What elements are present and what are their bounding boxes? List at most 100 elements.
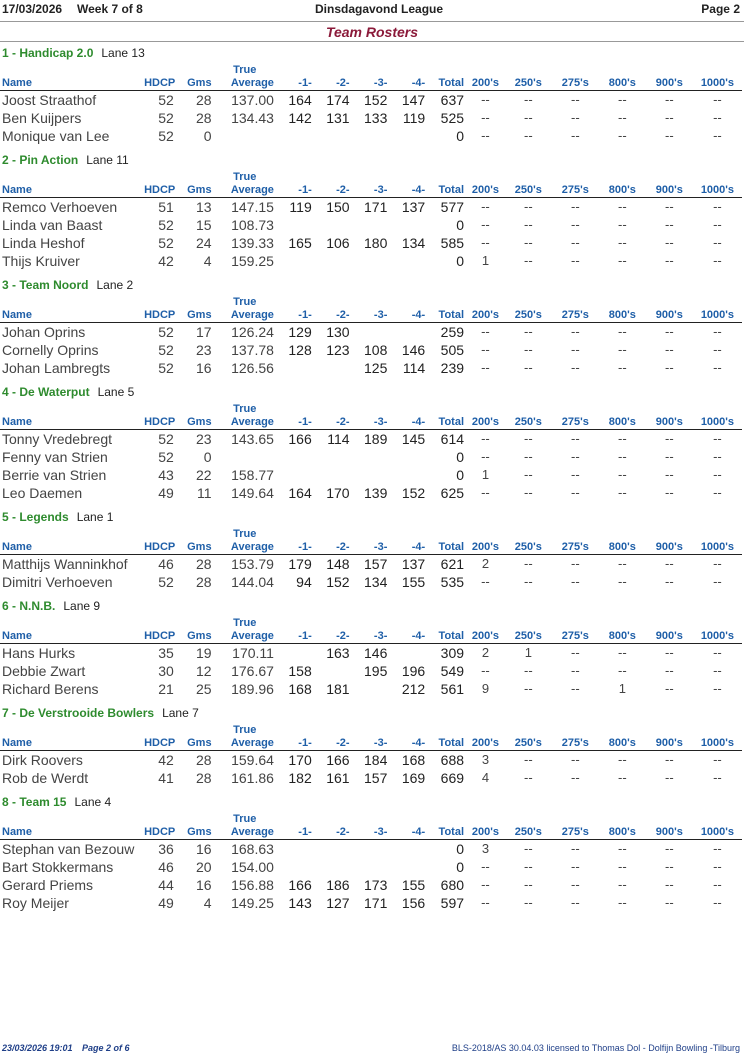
team-lane: Lane 11 [86,153,129,167]
player-hdcp: 41 [158,770,174,786]
player-count-200: -- [481,92,490,107]
col-header-count-900: 900's [645,541,693,555]
player-name: Berrie van Strien [2,467,107,483]
team-lane: Lane 4 [74,795,112,809]
player-row: Dimitri Verhoeven 52 28 144.04 94 152 134 155 53… [0,573,742,591]
col-header-game-1: -1- [275,77,314,91]
player-game-2: 148 [326,556,350,572]
player-game-2: 170 [326,485,350,501]
player-game-4: 146 [401,342,426,358]
team-name: 3 - Team Noord [2,278,89,292]
header-spacer [599,617,646,630]
player-count-1000: -- [713,342,722,357]
header-spacer [0,724,142,737]
player-count-250: -- [524,895,533,910]
player-row: Monique van Lee 52 0 0 -- -- -- -- -- -- [0,127,742,145]
player-count-1000: -- [713,645,722,660]
roster-table: True Name HDCP Gms Average -1- -2- -3- -4- Total 2… [0,64,742,145]
player-game-1: 166 [288,431,312,447]
header-spacer [466,171,505,184]
player-game-1: 164 [288,92,312,108]
player-games: 25 [196,681,212,697]
player-count-1000: -- [713,128,722,143]
col-header-game-3: -3- [351,416,390,430]
player-game-3 [352,680,390,698]
col-header-count-250: 250's [504,309,552,323]
col-header-count-900: 900's [645,826,693,840]
player-name: Johan Lambregts [2,360,111,376]
team-lane: Lane 13 [101,46,145,60]
report-week: Week 7 of 8 [77,2,143,16]
header-spacer [505,617,552,630]
player-games: 24 [196,235,212,251]
player-game-3 [352,323,390,342]
col-header-count-200: 200's [466,630,505,644]
player-count-250: -- [524,574,533,589]
col-header-hdcp: HDCP [142,541,176,555]
col-header-game-2: -2- [313,541,352,555]
player-count-250: -- [524,431,533,446]
col-header-name: Name [0,826,143,840]
header-spacer [0,403,142,416]
player-total: 525 [440,110,465,126]
player-count-200: -- [481,895,490,910]
player-game-2 [314,466,352,484]
player-game-4: 155 [401,877,426,893]
player-count-200: -- [481,431,490,446]
player-game-4: 152 [401,485,426,501]
player-hdcp: 52 [158,431,174,447]
player-row: Tonny Vredebregt 52 23 143.65 166 114 189 145 61… [0,430,742,449]
header-spacer [505,296,552,309]
team-lane: Lane 1 [76,510,114,524]
header-spacer [314,296,352,309]
player-game-4: 119 [402,110,426,126]
player-game-1: 142 [288,110,312,126]
col-header-total: Total [427,77,467,91]
header-spacer [352,813,390,826]
header-spacer [505,64,552,77]
player-count-200: 1 [481,467,490,482]
player-games: 28 [196,556,212,572]
player-name: Tonny Vredebregt [2,431,112,447]
player-count-200: -- [481,217,490,232]
player-games: 28 [196,770,212,786]
player-count-900: -- [665,752,674,767]
header-spacer [552,64,599,77]
column-headers: Name HDCP Gms Average -1- -2- -3- -4- Total 200's… [0,77,742,91]
header-row-top: True [0,813,742,826]
player-count-275: -- [571,324,580,339]
player-count-275: -- [571,253,580,268]
header-spacer [552,617,599,630]
player-count-275: -- [571,770,580,785]
player-row: Gerard Priems 44 16 156.88 166 186 173 155 680 --… [0,876,742,894]
col-header-games: Gms [175,416,214,430]
league-name: Dinsdagavond League [315,2,444,16]
player-row: Richard Berens 21 25 189.96 168 181 212 561 9 -- -… [0,680,742,698]
player-game-1 [276,858,314,876]
player-name: Richard Berens [2,681,99,697]
header-spacer [352,296,390,309]
player-average: 189.96 [231,681,274,697]
header-spacer [176,296,214,309]
col-header-game-4: -4- [389,184,428,198]
player-average [214,448,276,466]
header-row-top: True [0,724,742,737]
header-spacer [0,64,142,77]
player-count-1000: -- [713,663,722,678]
player-hdcp: 52 [158,449,174,465]
player-count-900: -- [665,431,674,446]
header-spacer [0,813,142,826]
player-game-1: 179 [288,556,312,572]
team-lane: Lane 2 [96,278,134,292]
player-game-2: 127 [326,895,350,911]
player-count-1000: -- [713,770,722,785]
player-row: Berrie van Strien 43 22 158.77 0 1 -- -- -- -- -- [0,466,742,484]
report-date: 17/03/2026 [2,2,63,16]
player-average: 144.04 [231,574,274,590]
player-games: 19 [196,645,212,661]
player-count-200: 3 [481,752,490,767]
player-average: 134.43 [231,110,274,126]
player-row: Hans Hurks 35 19 170.11 163 146 309 2 1 -- -- -- -- [0,644,742,663]
player-game-3: 184 [364,752,388,768]
header-spacer [176,724,214,737]
